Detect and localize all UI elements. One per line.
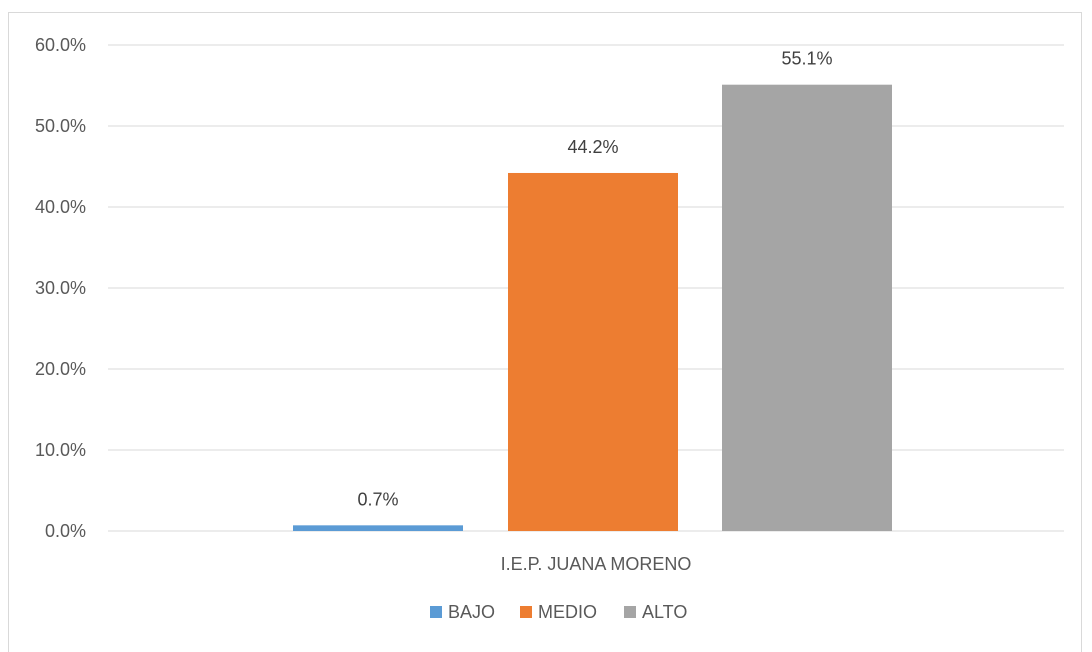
chart-frame [8, 12, 1082, 652]
legend-label-bajo: BAJO [448, 602, 495, 622]
y-tick-label: 40.0% [35, 197, 86, 217]
y-axis-ticks: 0.0% 10.0% 20.0% 30.0% 40.0% 50.0% 60.0% [35, 35, 86, 541]
y-tick-label: 20.0% [35, 359, 86, 379]
bar-medio [508, 172, 678, 532]
bar-bajo [293, 525, 463, 531]
legend-label-alto: ALTO [642, 602, 687, 622]
y-tick-label: 0.0% [45, 521, 86, 541]
y-tick-label: 50.0% [35, 116, 86, 136]
legend: BAJO MEDIO ALTO [430, 602, 687, 622]
legend-swatch-alto [624, 606, 636, 618]
bar-alto [722, 84, 892, 531]
y-tick-label: 10.0% [35, 440, 86, 460]
legend-label-medio: MEDIO [538, 602, 597, 622]
legend-swatch-bajo [430, 606, 442, 618]
bars [293, 84, 892, 532]
y-tick-label: 60.0% [35, 35, 86, 55]
data-label-alto: 55.1% [781, 49, 832, 69]
data-labels: 0.7% 44.2% 55.1% [357, 49, 832, 510]
data-label-medio: 44.2% [567, 137, 618, 157]
y-tick-label: 30.0% [35, 278, 86, 298]
data-label-bajo: 0.7% [357, 489, 398, 509]
x-category-label: I.E.P. JUANA MORENO [501, 554, 692, 574]
legend-swatch-medio [520, 606, 532, 618]
